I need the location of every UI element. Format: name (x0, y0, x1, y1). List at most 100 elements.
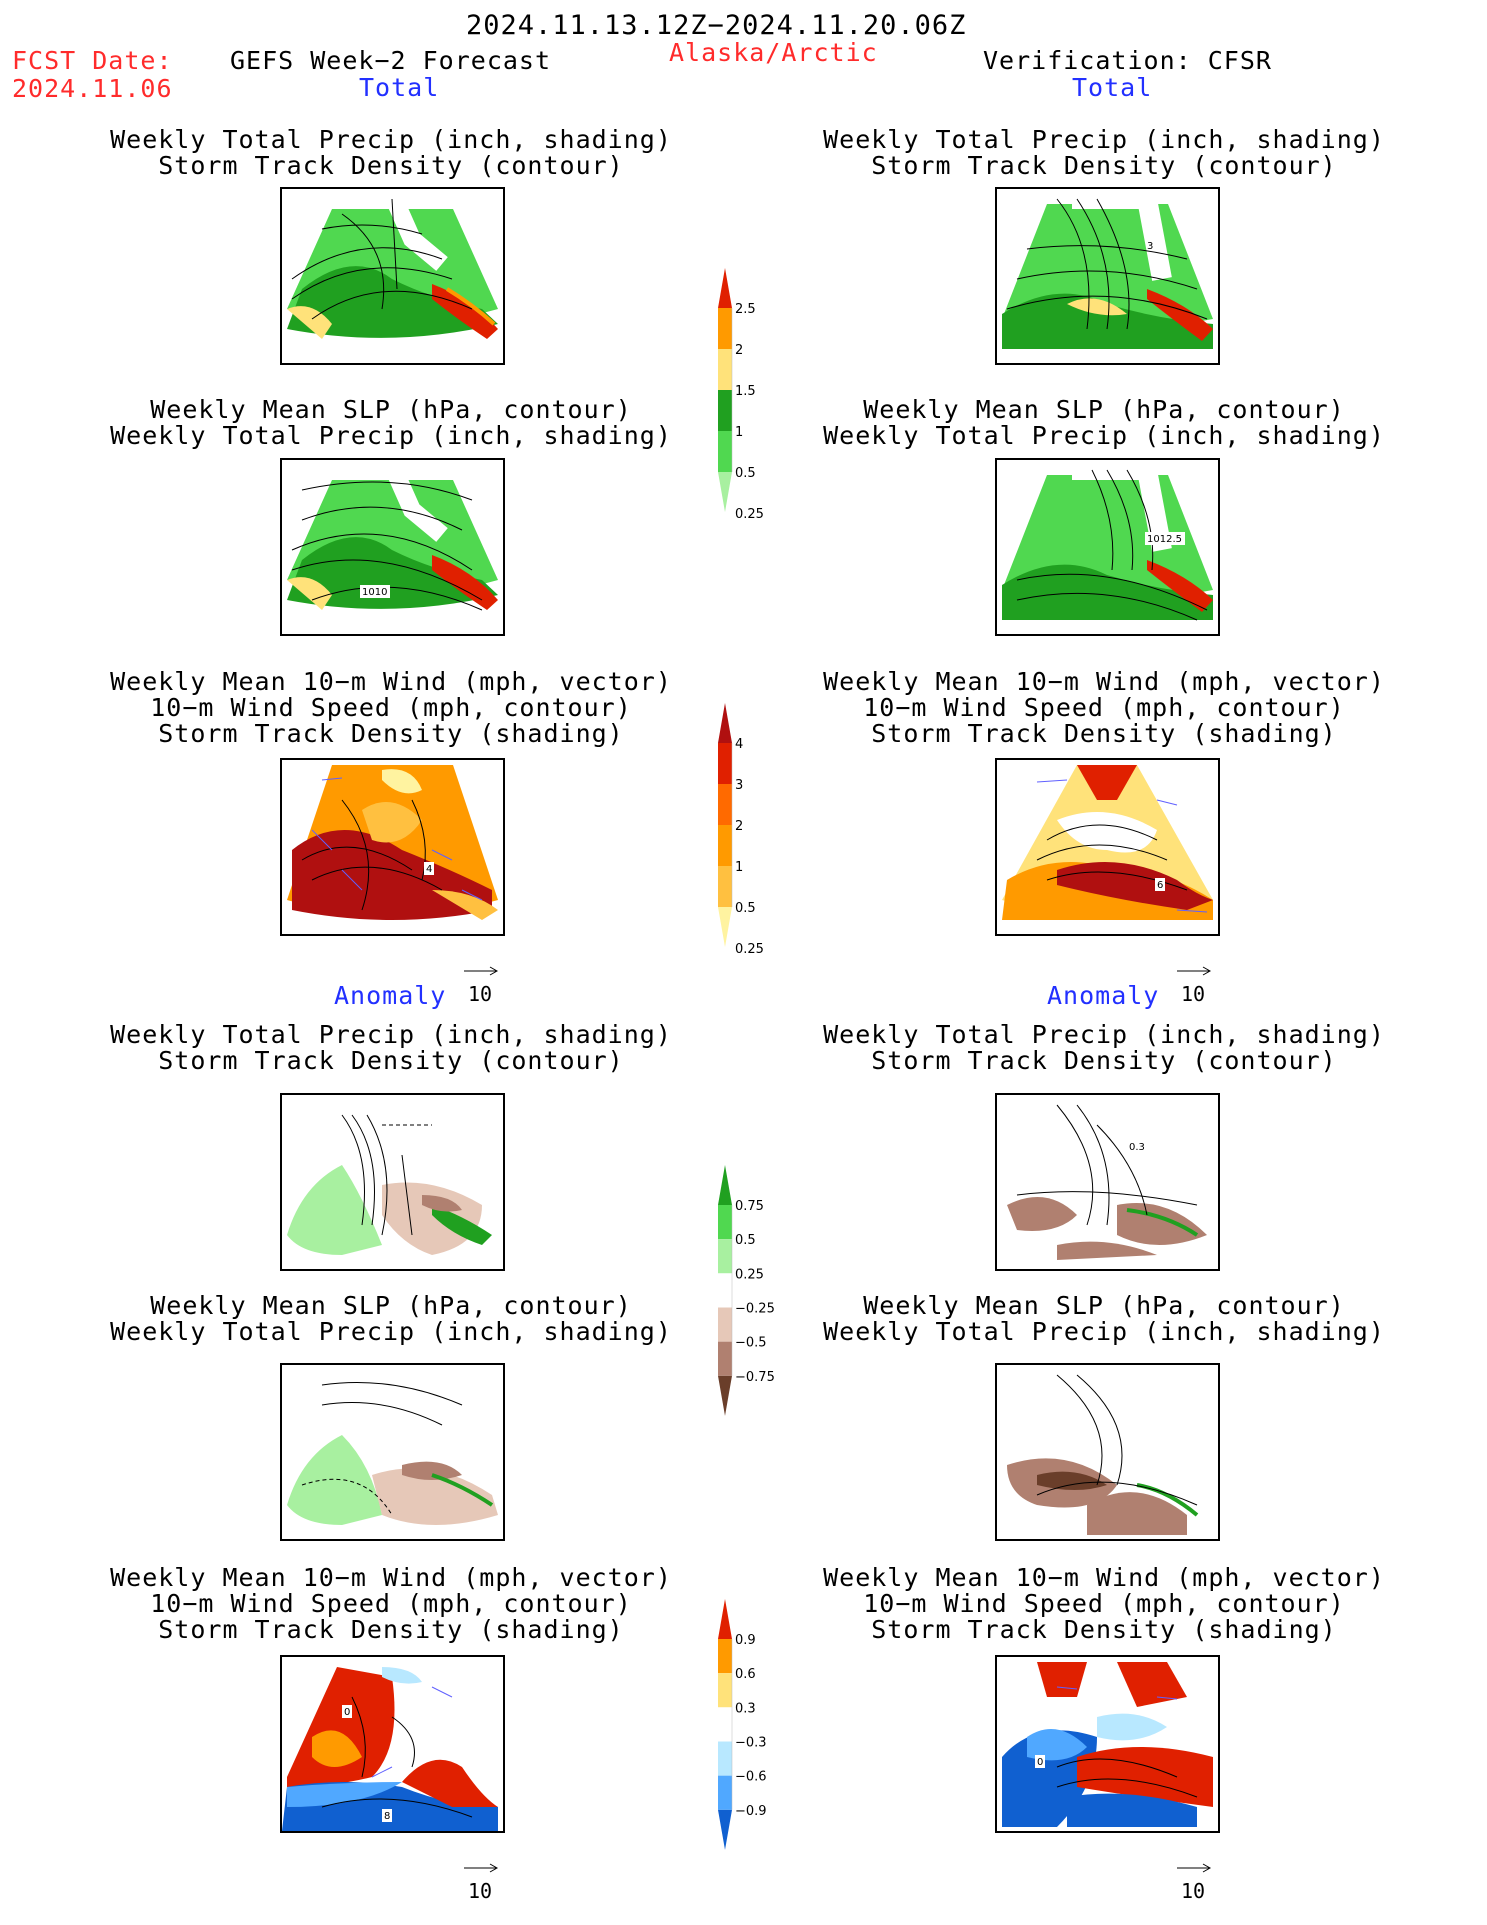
colorbar-segment (718, 1341, 732, 1376)
map-total-slp-cfsr: 1012.5 (995, 458, 1220, 636)
colorbar-label: −0.9 (735, 1804, 767, 1819)
colorbar-label: 0.25 (735, 942, 764, 957)
colorbar-top-extension (718, 1165, 732, 1205)
left-anomaly-label: Anomaly (334, 981, 447, 1010)
fcst-date-value: 2024.11.06 (12, 74, 173, 103)
colorbar-segment (718, 1673, 732, 1708)
colorbar-label: 2.5 (735, 302, 756, 317)
arrow-right-icon (1177, 966, 1212, 976)
colorbar-label: 1 (735, 425, 743, 440)
colorbar-label: 0.5 (735, 1233, 756, 1248)
title-l4: Weekly Total Precip (inch, shading) Storm… (110, 1020, 672, 1075)
colorbar-segment (718, 1775, 732, 1810)
colorbar-bottom-extension (718, 472, 732, 512)
colorbar-bottom-extension (718, 1375, 732, 1416)
map-anom-slp-cfsr (995, 1363, 1220, 1541)
colorbar-bottom-extension (718, 907, 732, 947)
colorbar-label: −0.6 (735, 1770, 767, 1785)
left-total-label: Total (359, 73, 440, 102)
colorbar-label: 0.25 (735, 507, 764, 522)
colorbar-segment (718, 1205, 732, 1240)
map-contour-label: 0.3 (1129, 1142, 1145, 1153)
map-contour-label: 1010 (362, 587, 387, 598)
map-contour-label: 4 (426, 864, 432, 875)
colorbar-segment (718, 1707, 732, 1742)
title-r1: Weekly Total Precip (inch, shading) Storm… (823, 125, 1385, 180)
colorbar-storm-total: 4 3 2 1 0.5 0.25 (716, 703, 806, 988)
map-anom-precip-gefs (280, 1093, 505, 1271)
colorbar-label: 1 (735, 860, 743, 875)
colorbar-precip-anom: 0.75 0.5 0.25 −0.25 −0.5 −0.75 (716, 1165, 806, 1450)
title-r4: Weekly Total Precip (inch, shading) Storm… (823, 1020, 1385, 1075)
map-contour-label: 8 (384, 1811, 390, 1822)
colorbar-storm-anom: 0.9 0.6 0.3 −0.3 −0.6 −0.9 (716, 1599, 806, 1884)
colorbar-label: −0.25 (735, 1302, 775, 1317)
colorbar-label: 0.3 (735, 1701, 756, 1716)
map-anom-precip-cfsr: 0.3 (995, 1093, 1220, 1271)
title-r3: Weekly Mean 10−m Wind (mph, vector) 10−m … (823, 667, 1385, 748)
colorbar-top-extension (718, 268, 732, 308)
arrow-right-icon (464, 1863, 499, 1873)
colorbar-label: 0.9 (735, 1633, 756, 1648)
map-contour-label: 0 (344, 1707, 350, 1718)
map-anom-wind-gefs: 0 8 (280, 1655, 505, 1833)
colorbar-bottom-extension (718, 1809, 732, 1850)
colorbar-segment (718, 1273, 732, 1308)
colorbar-precip-total: 2.5 2 1.5 1 0.5 0.25 (716, 268, 806, 553)
title-r5: Weekly Mean SLP (hPa, contour) Weekly Tot… (823, 1291, 1385, 1346)
map-anom-wind-cfsr: 0 (995, 1655, 1220, 1833)
colorbar-svg: 4 3 2 1 0.5 0.25 (718, 703, 764, 957)
colorbar-label: 0.6 (735, 1667, 756, 1682)
colorbar-segment (718, 1239, 732, 1274)
forecast-title: GEFS Week−2 Forecast (230, 46, 552, 75)
fcst-date-label: FCST Date: (12, 46, 173, 75)
map-total-slp-gefs: 1010 (280, 458, 505, 636)
title-l1: Weekly Total Precip (inch, shading) Storm… (110, 125, 672, 180)
colorbar-label: 1.5 (735, 384, 756, 399)
colorbar-label: −0.3 (735, 1736, 767, 1751)
vector-ref-left-total: 10 (462, 958, 502, 1006)
colorbar-label: 0.5 (735, 466, 756, 481)
title-l5: Weekly Mean SLP (hPa, contour) Weekly Tot… (110, 1291, 672, 1346)
colorbar-segment (718, 308, 732, 349)
colorbar-segment (718, 431, 732, 472)
colorbar-label: 4 (735, 737, 743, 752)
title-l6: Weekly Mean 10−m Wind (mph, vector) 10−m … (110, 1563, 672, 1644)
map-total-precip-cfsr: 3 (995, 187, 1220, 365)
map-anom-slp-gefs (280, 1363, 505, 1541)
arrow-right-icon (1177, 1863, 1212, 1873)
colorbar-svg: 2.5 2 1.5 1 0.5 0.25 (718, 268, 764, 522)
map-contour-label: 3 (1147, 241, 1153, 252)
map-total-wind-cfsr: 6 (995, 758, 1220, 936)
title-r6: Weekly Mean 10−m Wind (mph, vector) 10−m … (823, 1563, 1385, 1644)
title-l2: Weekly Mean SLP (hPa, contour) Weekly Tot… (110, 395, 672, 450)
colorbar-top-extension (718, 703, 732, 743)
colorbar-segment (718, 743, 732, 784)
colorbar-segment (718, 1741, 732, 1776)
colorbar-segment (718, 784, 732, 825)
colorbar-label: −0.75 (735, 1370, 775, 1385)
map-contour-label: 0 (1037, 1757, 1043, 1768)
colorbar-segment (718, 349, 732, 390)
verification-title: Verification: CFSR (983, 46, 1272, 75)
arrow-right-icon (464, 966, 499, 976)
right-anomaly-label: Anomaly (1047, 981, 1160, 1010)
colorbar-label: 3 (735, 778, 743, 793)
colorbar-svg: 0.75 0.5 0.25 −0.25 −0.5 −0.75 (718, 1165, 775, 1416)
colorbar-segment (718, 390, 732, 431)
map-total-precip-gefs (280, 187, 505, 365)
colorbar-segment (718, 1307, 732, 1342)
region-title: Alaska/Arctic (669, 38, 878, 67)
colorbar-segment (718, 825, 732, 866)
colorbar-segment (718, 866, 732, 907)
map-contour-label: 1012.5 (1147, 534, 1182, 545)
map-contour-label: 6 (1157, 880, 1163, 891)
colorbar-label: 2 (735, 819, 743, 834)
colorbar-svg: 0.9 0.6 0.3 −0.3 −0.6 −0.9 (718, 1599, 767, 1850)
title-r2: Weekly Mean SLP (hPa, contour) Weekly Tot… (823, 395, 1385, 450)
vector-ref-right-anom: 10 (1175, 1855, 1215, 1903)
colorbar-label: 0.75 (735, 1199, 764, 1214)
colorbar-label: −0.5 (735, 1336, 767, 1351)
colorbar-label: 0.5 (735, 901, 756, 916)
colorbar-segment (718, 1639, 732, 1674)
